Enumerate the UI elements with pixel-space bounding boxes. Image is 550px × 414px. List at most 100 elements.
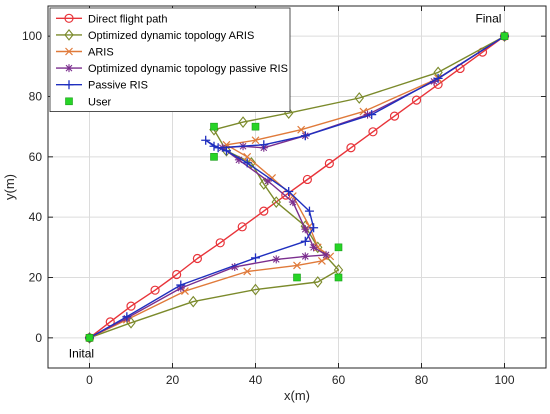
passive-ris-point bbox=[433, 73, 443, 83]
y-tick-label: 40 bbox=[29, 210, 43, 224]
x-tick-label: 80 bbox=[415, 373, 429, 387]
optimized-dynamic-topology-aris-point bbox=[271, 196, 281, 208]
aris-point bbox=[251, 136, 260, 145]
legend: Direct flight path Optimized dynamic topo… bbox=[49, 7, 291, 112]
series-passive-ris bbox=[85, 31, 509, 343]
legend-marker-direct-flight-path bbox=[64, 13, 74, 23]
x-axis-label: x(m) bbox=[284, 388, 310, 403]
annotations: Final Inital bbox=[69, 12, 502, 361]
legend-label-direct-flight-path: Direct flight path bbox=[88, 13, 167, 25]
aris-point bbox=[317, 256, 326, 265]
direct-flight-path-point bbox=[172, 269, 182, 280]
passive-ris-point bbox=[367, 110, 377, 120]
optimized-dynamic-topology-aris-point bbox=[188, 295, 198, 308]
direct-flight-path-point bbox=[215, 238, 225, 248]
direct-flight-path-point bbox=[237, 222, 247, 232]
legend-marker-optimized-dynamic-topology-aris bbox=[64, 29, 74, 41]
y-tick-label: 60 bbox=[29, 150, 43, 164]
direct-flight-path-point bbox=[324, 158, 334, 169]
aris-point bbox=[305, 222, 314, 231]
annotation-inital: Inital bbox=[69, 346, 94, 360]
aris-point bbox=[359, 107, 368, 116]
passive-ris-point bbox=[304, 206, 314, 216]
passive-ris-point bbox=[242, 158, 252, 168]
legend-marker-passive-ris bbox=[64, 80, 74, 90]
y-tick-label: 100 bbox=[22, 29, 42, 43]
direct-flight-path-point bbox=[126, 301, 136, 311]
optimized-dynamic-topology-passive-ris-point bbox=[288, 198, 297, 207]
optimized-dynamic-topology-passive-ris-point bbox=[230, 262, 239, 271]
legend-marker-user bbox=[65, 97, 73, 106]
user-point bbox=[500, 32, 509, 40]
aris-point bbox=[297, 125, 306, 134]
optimized-dynamic-topology-passive-ris-point bbox=[322, 250, 331, 259]
passive-ris-point bbox=[201, 135, 211, 145]
aris-point bbox=[181, 287, 189, 295]
optimized-dynamic-topology-aris-point bbox=[354, 92, 364, 104]
optimized-dynamic-topology-aris-point bbox=[313, 276, 323, 288]
user-point bbox=[334, 243, 343, 252]
annotation-final: Final bbox=[475, 12, 501, 26]
optimized-dynamic-topology-passive-ris-point bbox=[263, 176, 272, 185]
plot-frame bbox=[47, 5, 547, 369]
aris-point bbox=[268, 174, 277, 182]
optimized-dynamic-topology-passive-ris-point bbox=[301, 252, 310, 261]
direct-flight-path-point bbox=[346, 143, 356, 153]
series-layer bbox=[84, 30, 510, 344]
direct-flight-path-point bbox=[150, 285, 160, 295]
aris-point bbox=[293, 261, 301, 270]
optimized-dynamic-topology-passive-ris-point bbox=[301, 225, 310, 234]
passive-ris-point bbox=[284, 187, 294, 197]
legend-marker-optimized-dynamic-topology-passive-ris bbox=[65, 64, 73, 73]
passive-ris-point bbox=[259, 140, 269, 150]
passive-ris-point bbox=[309, 223, 319, 233]
user-point bbox=[251, 122, 260, 131]
x-tick-label: 0 bbox=[86, 373, 93, 387]
passive-ris-point bbox=[221, 146, 231, 156]
passive-ris-point bbox=[300, 236, 310, 246]
y-tick-label: 80 bbox=[29, 90, 43, 104]
passive-ris-point bbox=[176, 280, 186, 290]
passive-ris-point bbox=[213, 143, 223, 153]
aris-point bbox=[326, 252, 335, 261]
x-tick-label: 60 bbox=[332, 373, 346, 387]
x-tick-label: 100 bbox=[494, 373, 514, 387]
optimized-dynamic-topology-aris-point bbox=[246, 156, 257, 169]
legend-label-aris: ARIS bbox=[88, 47, 114, 59]
y-tick-label: 0 bbox=[35, 331, 42, 345]
direct-flight-path-point bbox=[411, 95, 422, 105]
passive-ris-point bbox=[300, 131, 310, 141]
x-tick-label: 20 bbox=[166, 373, 180, 387]
legend-box bbox=[49, 7, 291, 112]
passive-ris-point bbox=[251, 253, 260, 263]
y-axis-label: y(m) bbox=[2, 174, 17, 200]
direct-flight-path-point bbox=[389, 111, 400, 121]
user-point bbox=[85, 334, 94, 342]
optimized-dynamic-topology-passive-ris-point bbox=[234, 155, 243, 164]
legend-label-user: User bbox=[88, 96, 112, 108]
passive-ris-point bbox=[122, 312, 132, 322]
y-tick-label: 20 bbox=[29, 271, 43, 285]
optimized-dynamic-topology-aris-point bbox=[238, 116, 248, 129]
user-point bbox=[210, 122, 218, 131]
legend-label-passive-ris: Passive RIS bbox=[88, 80, 148, 92]
passive-ris-point bbox=[209, 141, 219, 151]
user-point bbox=[210, 153, 218, 161]
direct-flight-path-point bbox=[368, 127, 378, 137]
aris-point bbox=[243, 267, 252, 276]
series-user bbox=[85, 32, 509, 342]
legend-marker-aris bbox=[65, 47, 73, 56]
direct-flight-path-point bbox=[302, 174, 312, 185]
x-tick-label: 40 bbox=[249, 373, 263, 387]
optimized-dynamic-topology-passive-ris-point bbox=[309, 243, 318, 252]
aris-point bbox=[243, 152, 252, 161]
legend-label-optimized-dynamic-topology-aris: Optimized dynamic topology ARIS bbox=[88, 30, 254, 42]
user-point bbox=[334, 273, 343, 282]
aris-line bbox=[89, 35, 505, 339]
optimized-dynamic-topology-aris-point bbox=[250, 283, 261, 296]
passive-ris-line bbox=[89, 35, 505, 339]
user-point bbox=[293, 273, 301, 282]
direct-flight-path-point bbox=[259, 206, 269, 216]
optimized-dynamic-topology-aris-line bbox=[89, 35, 505, 339]
